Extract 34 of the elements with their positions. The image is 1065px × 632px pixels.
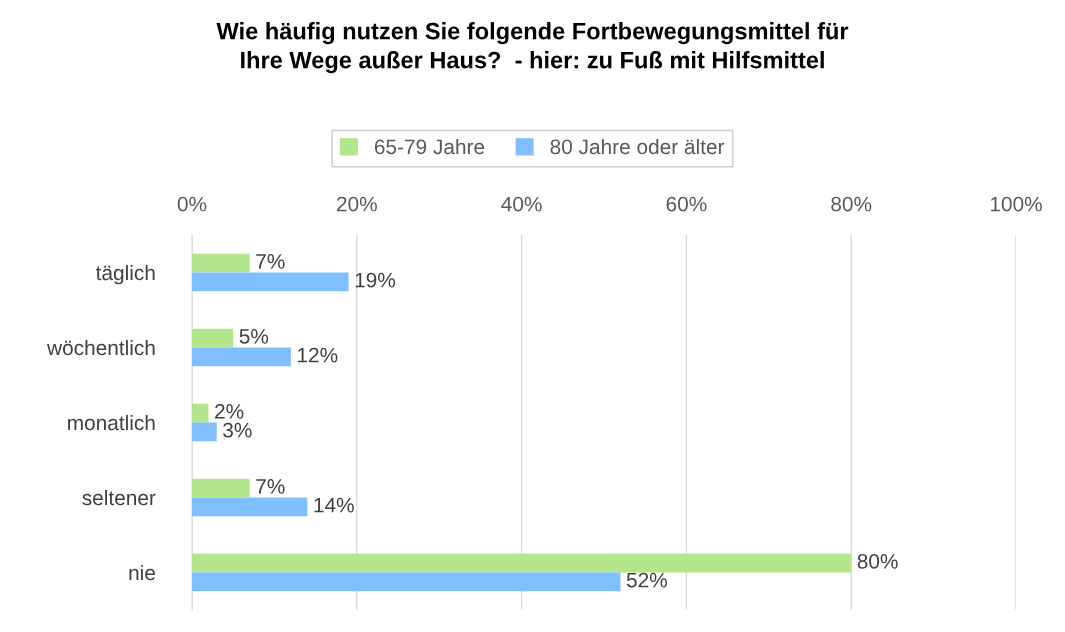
x-tick-label: 40% bbox=[501, 196, 542, 212]
legend-label: 65-79 Jahre bbox=[374, 138, 485, 155]
x-tick-label: 60% bbox=[666, 196, 707, 212]
bar bbox=[192, 553, 852, 573]
data-label: 80% bbox=[857, 553, 898, 569]
y-tick-label: seltener bbox=[82, 489, 156, 506]
y-tick-label: nie bbox=[129, 564, 155, 581]
bar bbox=[192, 328, 234, 348]
legend-label: 80 Jahre oder älter bbox=[550, 138, 725, 155]
bar bbox=[192, 572, 621, 592]
data-label: 52% bbox=[626, 572, 667, 588]
x-tick-label: 100% bbox=[990, 196, 1042, 212]
bar bbox=[192, 403, 209, 423]
x-tick-label: 20% bbox=[337, 196, 377, 212]
data-label: 3% bbox=[223, 422, 252, 438]
bar bbox=[192, 253, 250, 273]
chart-title: Wie häufig nutzen Sie folgende Fortbewegungsmittel für Ihre Wege außer Haus? - hier: zu Fuß mit Hilfsmittel bbox=[216, 22, 849, 74]
x-tick-label: 0% bbox=[177, 196, 207, 212]
bar bbox=[192, 478, 250, 498]
data-label: 7% bbox=[256, 254, 285, 269]
y-tick-label: täglich bbox=[95, 264, 155, 285]
data-label: 7% bbox=[256, 479, 285, 494]
data-label: 2% bbox=[215, 403, 244, 419]
bar bbox=[192, 272, 349, 292]
bar bbox=[192, 347, 291, 367]
x-tick-label: 80% bbox=[831, 196, 872, 212]
bar bbox=[192, 422, 217, 442]
y-tick-label: wöchentlich bbox=[47, 339, 155, 356]
data-label: 19% bbox=[355, 272, 396, 288]
data-label: 14% bbox=[314, 497, 354, 513]
data-label: 5% bbox=[239, 329, 269, 344]
bar bbox=[192, 497, 308, 517]
y-tick-label: monatlich bbox=[68, 414, 155, 431]
data-label: 12% bbox=[298, 347, 338, 363]
